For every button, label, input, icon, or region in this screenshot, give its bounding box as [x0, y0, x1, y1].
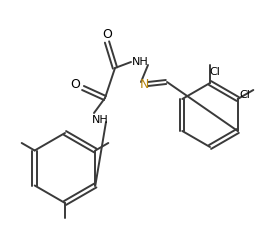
Text: Cl: Cl: [240, 90, 251, 100]
Text: NH: NH: [132, 57, 149, 67]
Text: NH: NH: [92, 115, 109, 125]
Text: O: O: [70, 77, 80, 91]
Text: Cl: Cl: [210, 67, 221, 77]
Text: N: N: [139, 79, 149, 92]
Text: O: O: [102, 28, 112, 40]
